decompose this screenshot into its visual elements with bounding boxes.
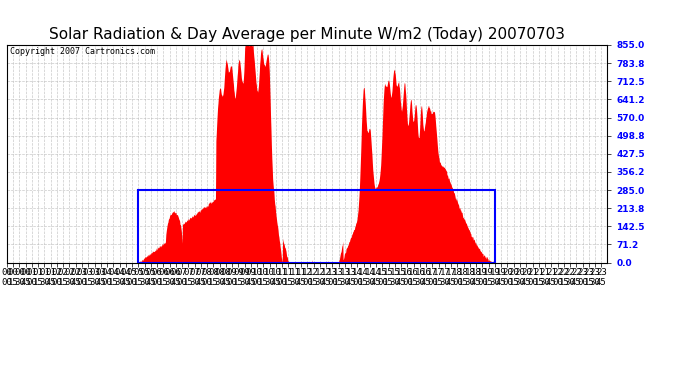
- Title: Solar Radiation & Day Average per Minute W/m2 (Today) 20070703: Solar Radiation & Day Average per Minute…: [49, 27, 565, 42]
- Text: Copyright 2007 Cartronics.com: Copyright 2007 Cartronics.com: [10, 47, 155, 56]
- Bar: [138, 190, 495, 262]
